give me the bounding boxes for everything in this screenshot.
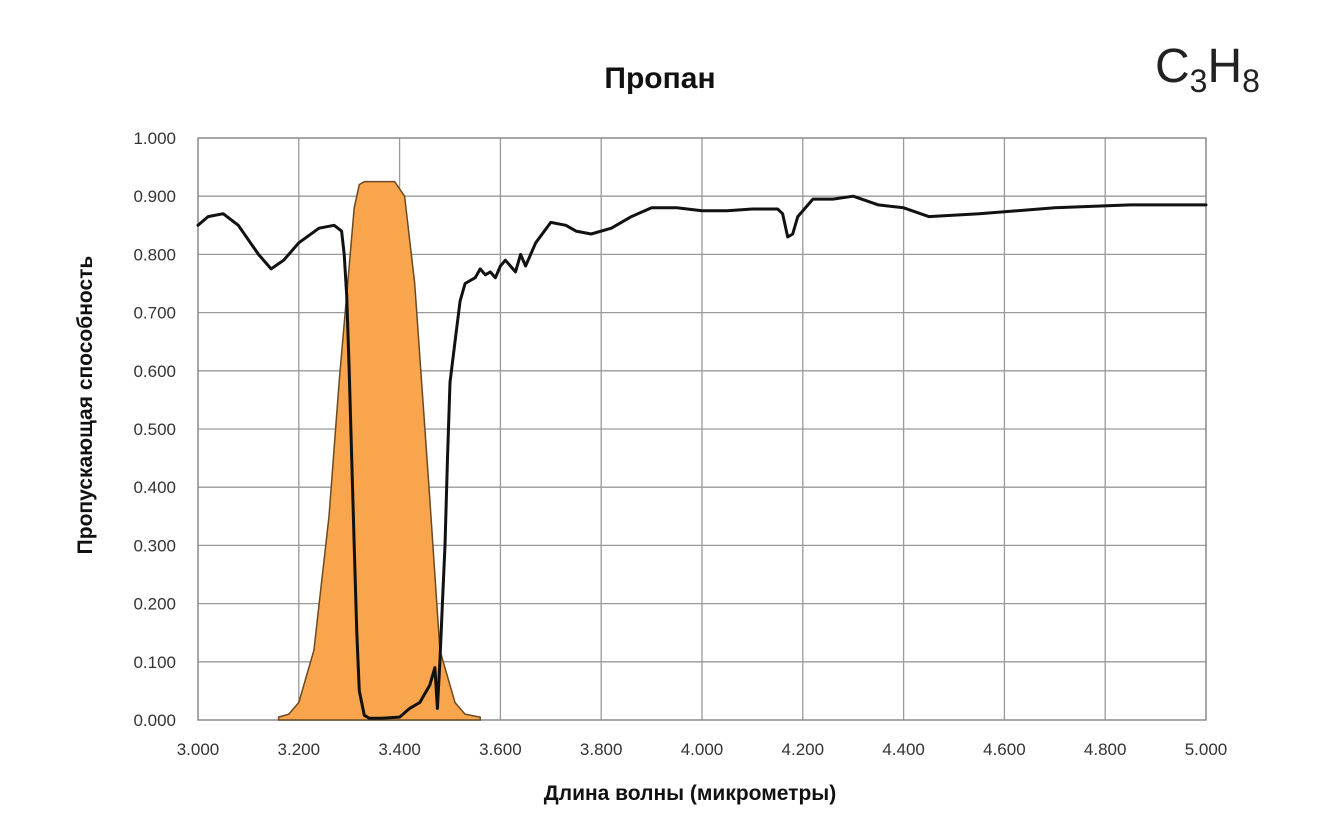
x-tick-label: 4.600 — [983, 740, 1026, 759]
x-tick-label: 3.200 — [278, 740, 321, 759]
formula-sub-8: 8 — [1242, 63, 1260, 99]
y-tick-label: 0.100 — [133, 653, 176, 672]
y-tick-label: 0.400 — [133, 478, 176, 497]
y-tick-label: 0.900 — [133, 187, 176, 206]
x-tick-labels: 3.000 3.200 3.400 3.600 3.800 4.000 4.200 4.400… — [177, 740, 1228, 759]
y-tick-label: 0.200 — [133, 595, 176, 614]
y-tick-label: 1.000 — [133, 129, 176, 148]
x-tick-label: 4.800 — [1084, 740, 1127, 759]
y-tick-label: 0.500 — [133, 420, 176, 439]
y-axis-label: Пропускающая способность — [74, 256, 97, 555]
formula-h: H — [1207, 40, 1242, 93]
y-tick-label: 0.000 — [133, 711, 176, 730]
transmittance-line — [196, 194, 1208, 720]
y-tick-label: 0.600 — [133, 362, 176, 381]
y-tick-label: 0.800 — [133, 245, 176, 264]
x-axis-label: Длина волны (микрометры) — [544, 782, 836, 805]
x-tick-label: 3.000 — [177, 740, 220, 759]
chemical-formula: C3H8 — [1155, 40, 1260, 99]
x-tick-label: 3.600 — [479, 740, 522, 759]
chart-title: Пропан — [604, 62, 715, 95]
formula-sub-3: 3 — [1190, 63, 1208, 99]
series-layer — [196, 180, 1208, 721]
x-tick-label: 3.800 — [580, 740, 623, 759]
y-tick-label: 0.700 — [133, 304, 176, 323]
x-tick-label: 5.000 — [1185, 740, 1228, 759]
formula-c: C — [1155, 40, 1190, 93]
y-tick-label: 0.300 — [133, 536, 176, 555]
plot-frame — [197, 137, 1207, 721]
x-tick-label: 4.200 — [782, 740, 825, 759]
x-tick-label: 4.400 — [882, 740, 925, 759]
filter-band-area — [277, 180, 481, 721]
y-tick-labels: 0.000 0.100 0.200 0.300 0.400 0.500 0.600 0.700… — [133, 129, 176, 730]
x-tick-label: 4.000 — [681, 740, 724, 759]
x-tick-label: 3.400 — [378, 740, 421, 759]
